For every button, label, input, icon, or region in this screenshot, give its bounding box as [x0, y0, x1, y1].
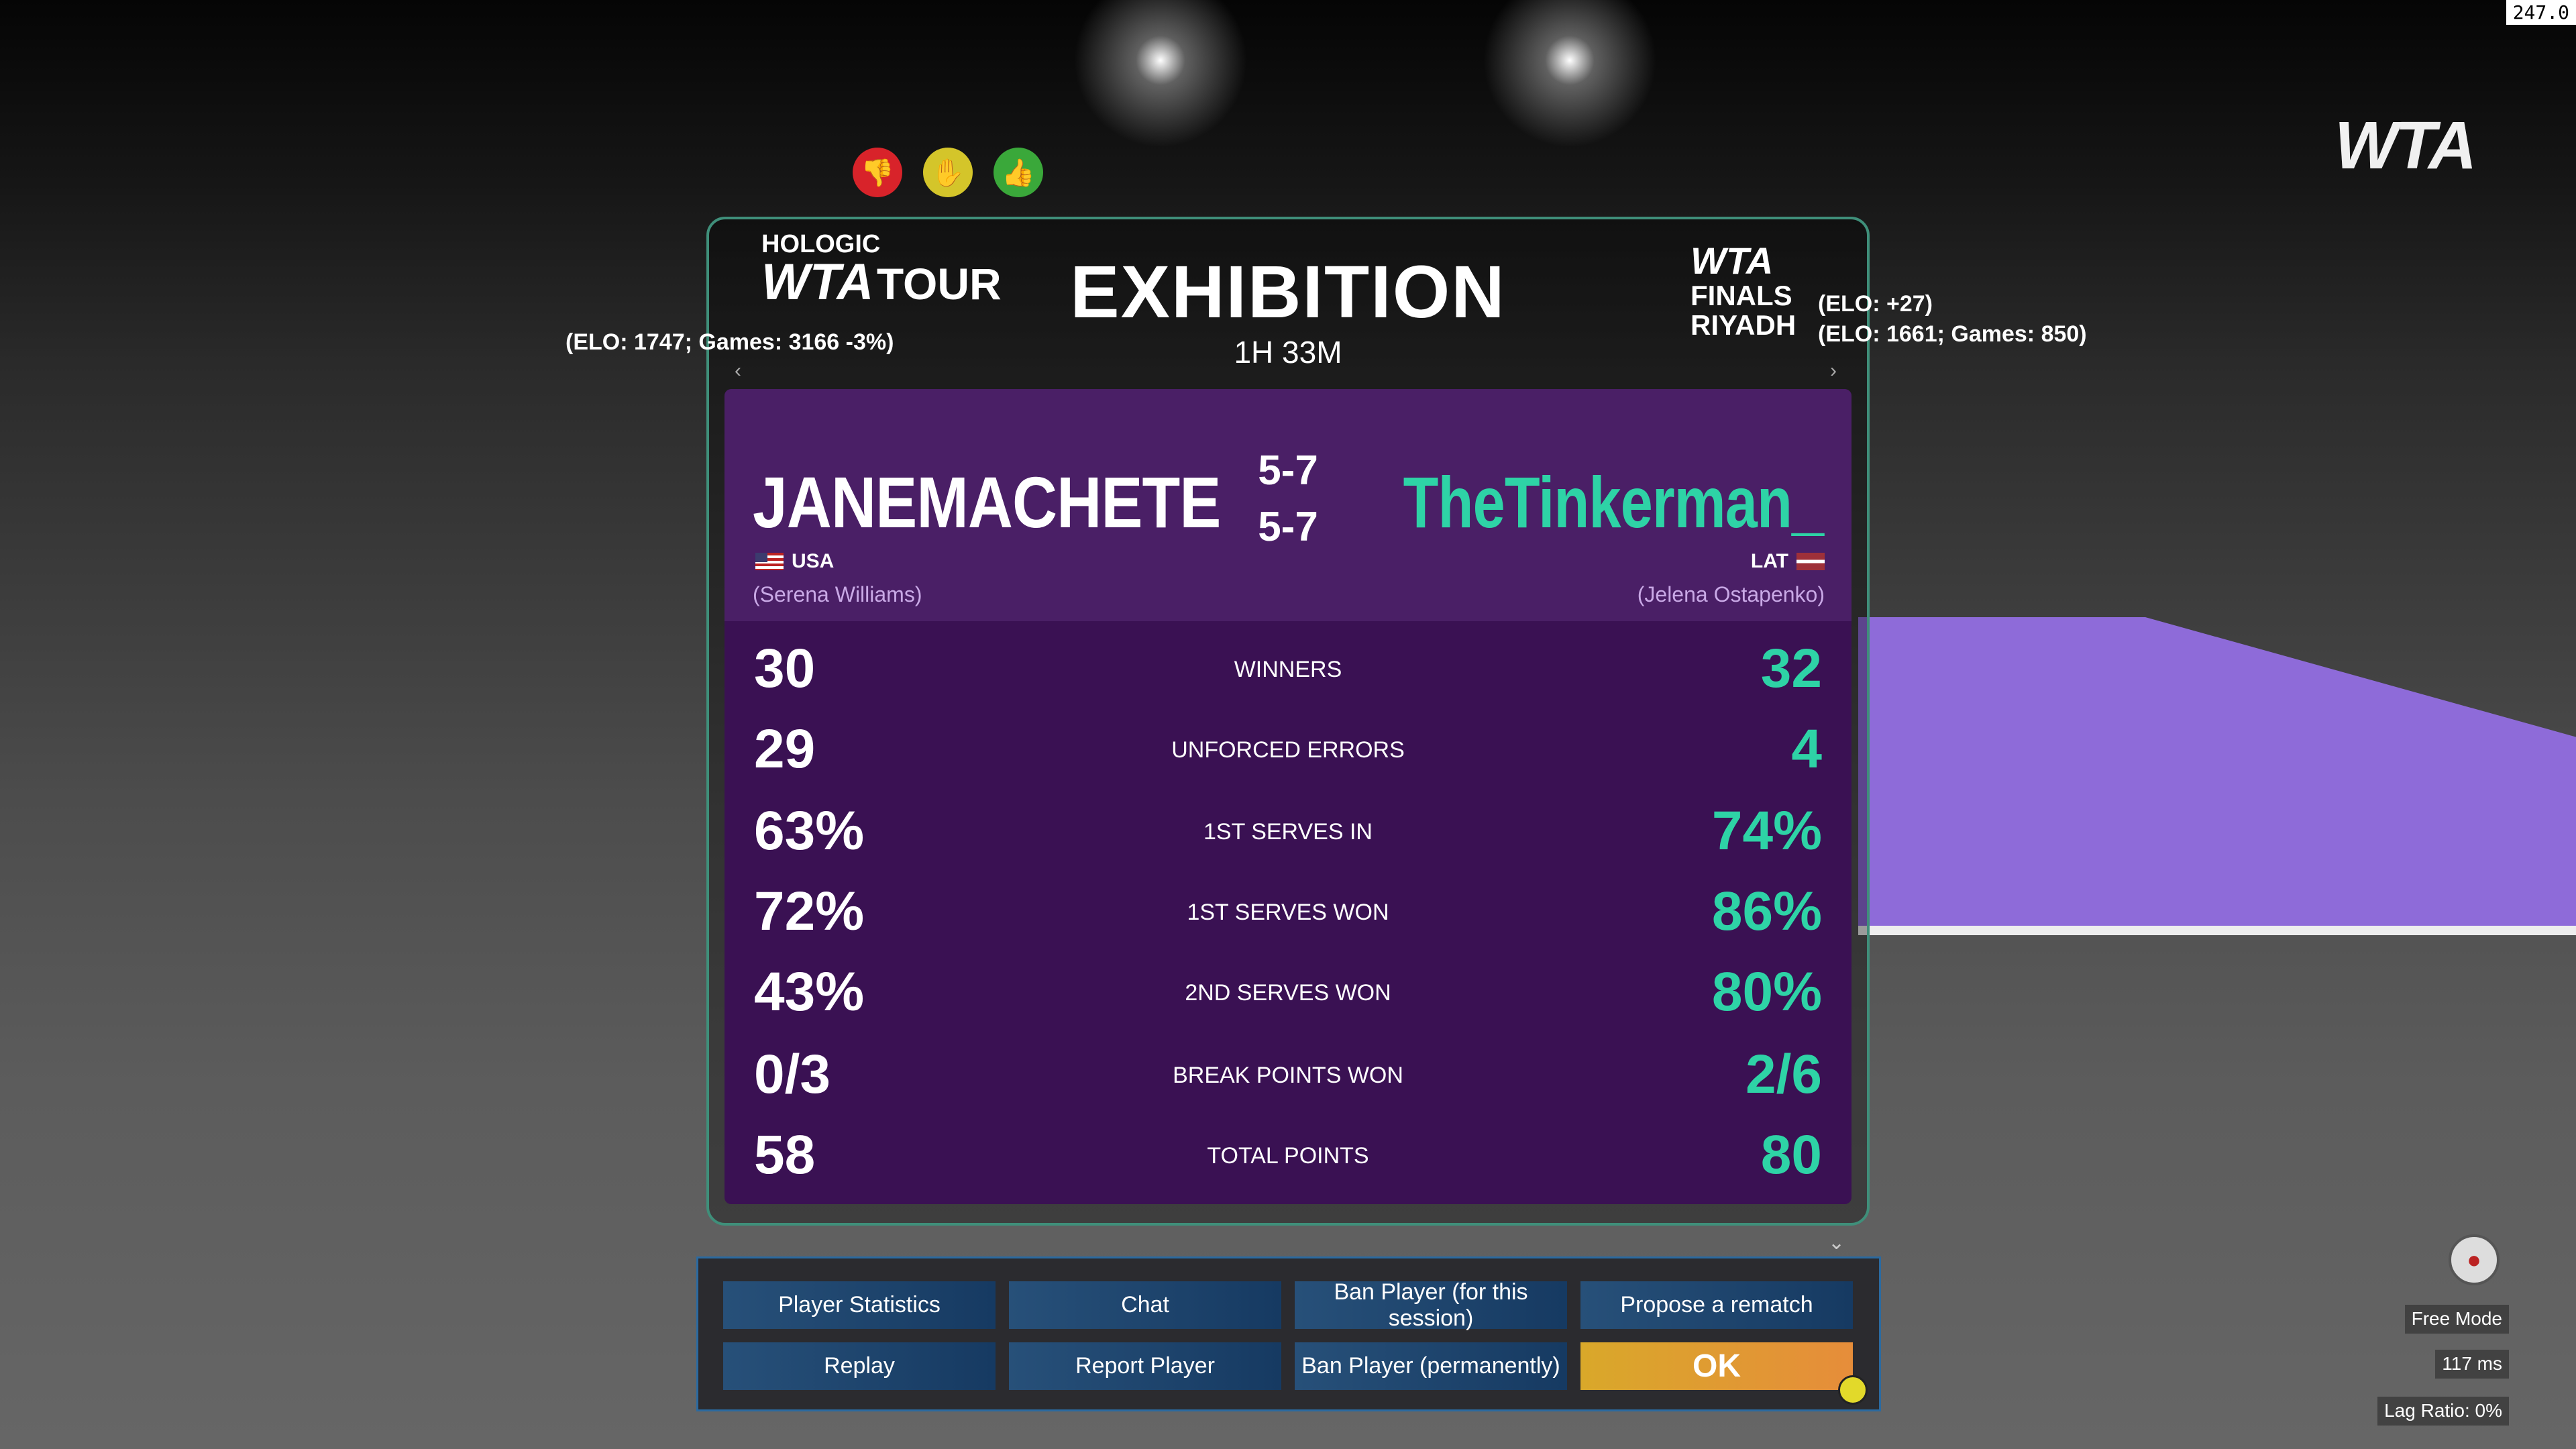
left-nation-code: USA — [792, 550, 835, 572]
left-value: 43% — [754, 961, 865, 1022]
prev-arrow-icon[interactable]: ‹ — [735, 360, 741, 382]
right-nation: LAT — [1751, 550, 1825, 573]
stadium-light — [1483, 0, 1657, 148]
stat-row-2nd-serves-won: 43% 2ND SERVES WON 80% — [724, 955, 1851, 1036]
left-nation: USA — [755, 550, 834, 573]
left-elo: (ELO: 1747; Games: 3166 -3%) — [566, 329, 894, 355]
right-value: 32 — [1760, 638, 1822, 699]
logo-finals: FINALS — [1690, 279, 1792, 311]
ping-indicator: 117 ms — [2435, 1350, 2509, 1379]
right-value: 80% — [1711, 961, 1822, 1022]
logo-riyadh: RIYADH — [1690, 309, 1796, 341]
left-character: (Serena Williams) — [753, 582, 922, 606]
right-elo-change: (ELO: +27) — [1818, 291, 1933, 317]
usa-flag-icon — [755, 553, 784, 570]
match-duration: 1H 33M — [1234, 335, 1342, 370]
tennis-ball-icon — [1838, 1375, 1868, 1405]
stat-row-unforced-errors: 29 UNFORCED ERRORS 4 — [724, 712, 1851, 793]
stat-label: BREAK POINTS WON — [1173, 1063, 1403, 1088]
players-band — [724, 389, 1851, 621]
stat-label: 2ND SERVES WON — [1185, 980, 1391, 1006]
thumbs-down-icon[interactable]: 👎 — [853, 148, 902, 197]
left-value: 29 — [754, 718, 816, 780]
right-player-name: TheTinkerman_ — [1403, 462, 1823, 543]
ban-permanent-button[interactable]: Ban Player (permanently) — [1295, 1342, 1567, 1390]
next-arrow-icon[interactable]: › — [1830, 360, 1837, 382]
thumbs-up-icon[interactable]: 👍 — [994, 148, 1043, 197]
logo-wta: WTA — [761, 254, 874, 311]
fps-counter: 247.0 — [2506, 0, 2576, 25]
stat-row-break-points-won: 0/3 BREAK POINTS WON 2/6 — [724, 1038, 1851, 1118]
scoreboard — [724, 389, 1851, 1204]
right-elo: (ELO: 1661; Games: 850) — [1818, 321, 2087, 347]
left-value: 0/3 — [754, 1044, 830, 1105]
match-type-title: EXHIBITION — [1070, 251, 1506, 333]
right-nation-code: LAT — [1750, 550, 1788, 572]
left-value: 58 — [754, 1124, 816, 1185]
tennis-court — [1858, 617, 2576, 932]
wta-tour-logo: HOLOGIC WTA TOUR — [761, 231, 1002, 308]
left-value: 30 — [754, 638, 816, 699]
right-value: 86% — [1711, 881, 1822, 942]
propose-rematch-button[interactable]: Propose a rematch — [1580, 1281, 1853, 1329]
avatar[interactable]: ● — [2449, 1234, 2500, 1285]
left-player-name: JANEMACHETE — [753, 462, 1221, 543]
court-line — [1858, 926, 2576, 935]
lag-ratio-indicator: Lag Ratio: 0% — [2377, 1397, 2509, 1426]
chevron-down-icon[interactable]: ⌄ — [1828, 1232, 1845, 1254]
left-value: 63% — [754, 800, 865, 861]
stat-label: WINNERS — [1234, 657, 1342, 682]
logo-wta: WTA — [1690, 239, 1774, 282]
stat-row-1st-serves-in: 63% 1ST SERVES IN 74% — [724, 794, 1851, 875]
report-player-button[interactable]: Report Player — [1009, 1342, 1281, 1390]
set-score-2: 5-7 — [1258, 504, 1318, 550]
stat-row-1st-serves-won: 72% 1ST SERVES WON 86% — [724, 875, 1851, 955]
replay-button[interactable]: Replay — [723, 1342, 996, 1390]
ban-session-button[interactable]: Ban Player (for this session) — [1295, 1279, 1567, 1331]
latvia-flag-icon — [1796, 553, 1825, 570]
logo-hologic: HOLOGIC — [761, 230, 881, 258]
stat-label: 1ST SERVES WON — [1187, 900, 1389, 925]
right-character: (Jelena Ostapenko) — [1637, 582, 1825, 606]
right-value: 2/6 — [1746, 1044, 1822, 1105]
chat-button[interactable]: Chat — [1009, 1281, 1281, 1329]
player-statistics-button[interactable]: Player Statistics — [723, 1281, 996, 1329]
right-value: 80 — [1760, 1124, 1822, 1185]
logo-tour: TOUR — [876, 259, 1002, 309]
right-value: 74% — [1711, 800, 1822, 861]
ok-button[interactable]: OK — [1580, 1342, 1853, 1390]
mode-indicator: Free Mode — [2404, 1305, 2509, 1334]
neutral-hand-icon[interactable]: ✋ — [923, 148, 973, 197]
right-value: 4 — [1791, 718, 1822, 780]
set-score-1: 5-7 — [1258, 447, 1318, 494]
stat-label: UNFORCED ERRORS — [1171, 737, 1405, 763]
stat-label: 1ST SERVES IN — [1203, 819, 1373, 845]
stat-label: TOTAL POINTS — [1207, 1143, 1369, 1169]
stadium-light — [1073, 0, 1248, 148]
wta-finals-logo: WTA FINALS RIYADH — [1690, 241, 1796, 340]
left-value: 72% — [754, 881, 865, 942]
stat-row-winners: 30 WINNERS 32 — [724, 632, 1851, 712]
wta-logo: WTA — [2334, 108, 2477, 183]
stat-row-total-points: 58 TOTAL POINTS 80 — [724, 1118, 1851, 1199]
